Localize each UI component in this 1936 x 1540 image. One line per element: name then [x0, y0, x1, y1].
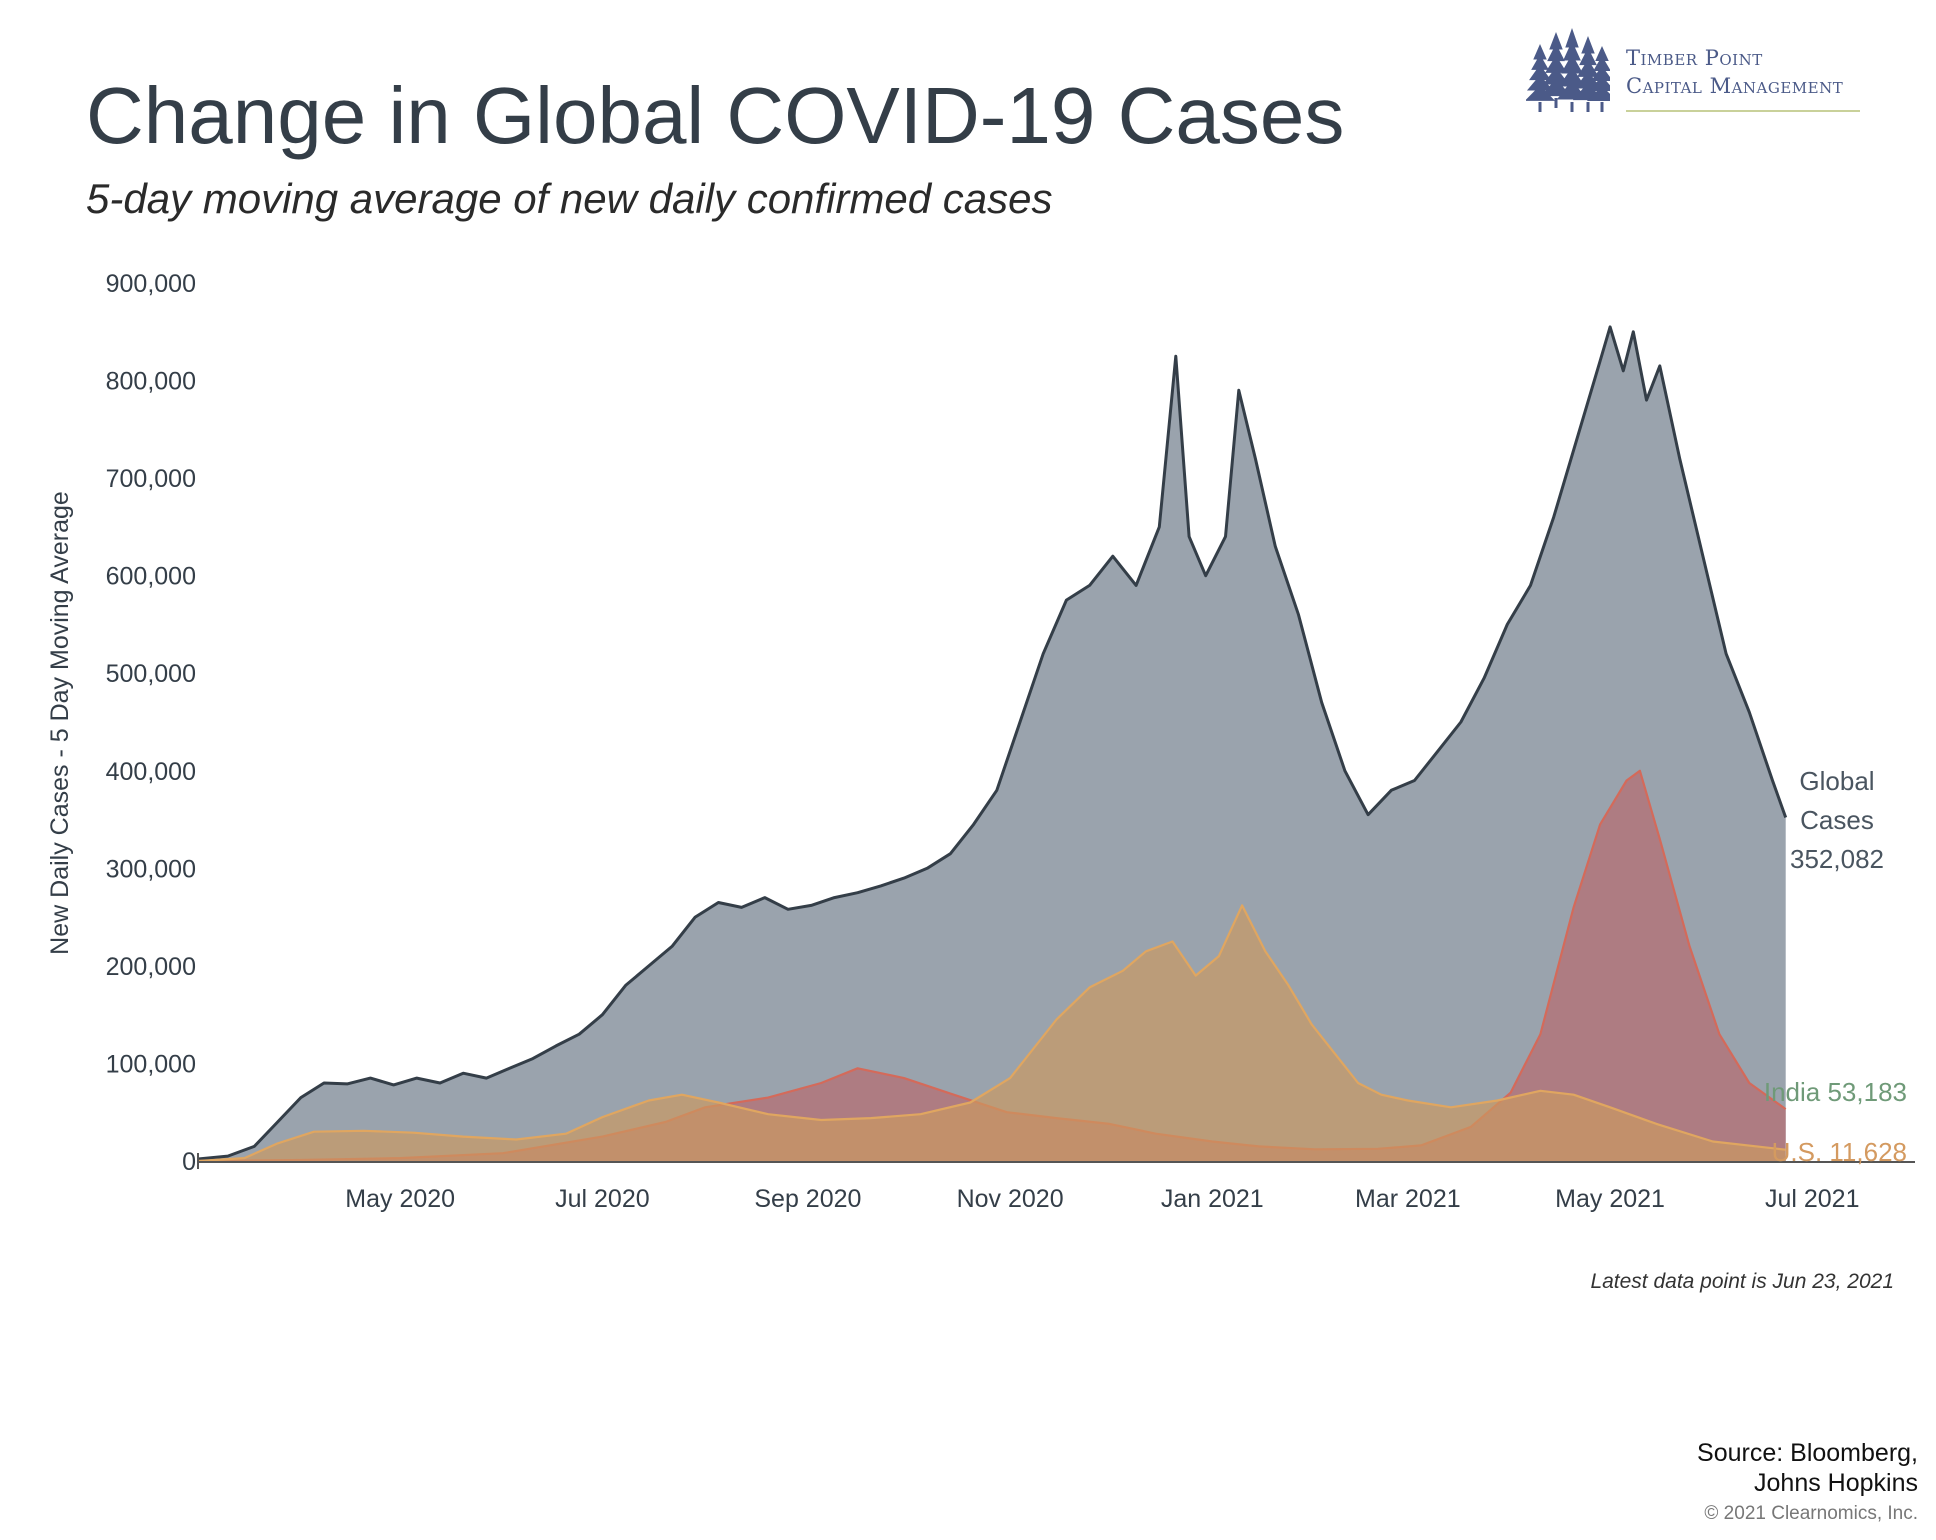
axes: 0 100,000 200,000 300,000 400,000 500,000 600,… — [46, 270, 1915, 1213]
series-areas — [197, 325, 1788, 1163]
logo-divider — [1626, 110, 1860, 112]
logo-line-2: Capital Management — [1626, 74, 1843, 98]
series-labels: Global Cases 352,082 India 53,183 U.S. 11,62… — [1764, 766, 1907, 1167]
y-tick-label: 700,000 — [106, 465, 196, 493]
x-tick-label: Nov 2020 — [957, 1185, 1064, 1213]
y-tick-label: 300,000 — [106, 855, 196, 883]
logo-tree-shape — [1526, 44, 1556, 101]
page-title: Change in Global COVID-19 Cases — [86, 71, 1345, 160]
line-us — [197, 904, 1786, 1163]
logo-line-2-text: Capital Management — [1626, 74, 1844, 98]
x-tick-label: Jul 2021 — [1765, 1185, 1860, 1213]
x-tick-label: Jul 2020 — [555, 1185, 650, 1213]
copyright: © 2021 Clearnomics, Inc. — [1704, 1503, 1918, 1524]
y-tick-label: 500,000 — [106, 660, 196, 688]
logo-line-1: Timber Point — [1626, 46, 1763, 70]
logo-line-1-text: Timber Point — [1626, 46, 1763, 70]
us-series-label: U.S. 11,628 — [1772, 1137, 1907, 1167]
logo-tree-shape — [1586, 46, 1610, 101]
y-tick-label: 400,000 — [106, 758, 196, 786]
y-tick-label: 600,000 — [106, 563, 196, 591]
pine-trees-icon — [1526, 28, 1610, 112]
x-tick-label: Mar 2021 — [1355, 1185, 1461, 1213]
x-tick-label: Jan 2021 — [1161, 1185, 1264, 1213]
global-series-label: Cases — [1800, 805, 1874, 835]
logo-tree-shape — [1556, 28, 1588, 100]
page-subtitle: 5-day moving average of new daily confir… — [86, 175, 1053, 222]
logo-tree-trunk — [1600, 102, 1604, 112]
x-tick-label: May 2021 — [1555, 1185, 1665, 1213]
y-tick-label: 100,000 — [106, 1050, 196, 1078]
latest-data-note: Latest data point is Jun 23, 2021 — [1590, 1270, 1894, 1293]
y-tick-label: 0 — [182, 1148, 196, 1176]
global-series-label: Global — [1799, 766, 1874, 796]
line-global — [197, 325, 1788, 1161]
y-tick-label: 900,000 — [106, 270, 196, 298]
india-series-label: India 53,183 — [1764, 1077, 1907, 1107]
area-global — [198, 326, 1786, 1161]
x-tick-label: May 2020 — [345, 1185, 455, 1213]
y-axis-label: New Daily Cases - 5 Day Moving Average — [46, 491, 74, 955]
global-series-label: 352,082 — [1790, 844, 1884, 874]
logo-tree-trunk — [1538, 102, 1542, 112]
source-credit: Source: Bloomberg, Johns Hopkins — [1697, 1438, 1918, 1498]
logo-tree-trunk — [1570, 102, 1574, 112]
logo-tree-trunk — [1554, 98, 1558, 108]
logo-tree-trunk — [1586, 102, 1590, 112]
y-tick-label: 200,000 — [106, 953, 196, 981]
source-line-2: Johns Hopkins — [1754, 1469, 1918, 1497]
company-logo: Timber Point Capital Management — [1520, 22, 1860, 122]
y-tick-label: 800,000 — [106, 368, 196, 396]
x-tick-label: Sep 2020 — [754, 1185, 861, 1213]
source-line-1: Source: Bloomberg, — [1697, 1439, 1918, 1467]
